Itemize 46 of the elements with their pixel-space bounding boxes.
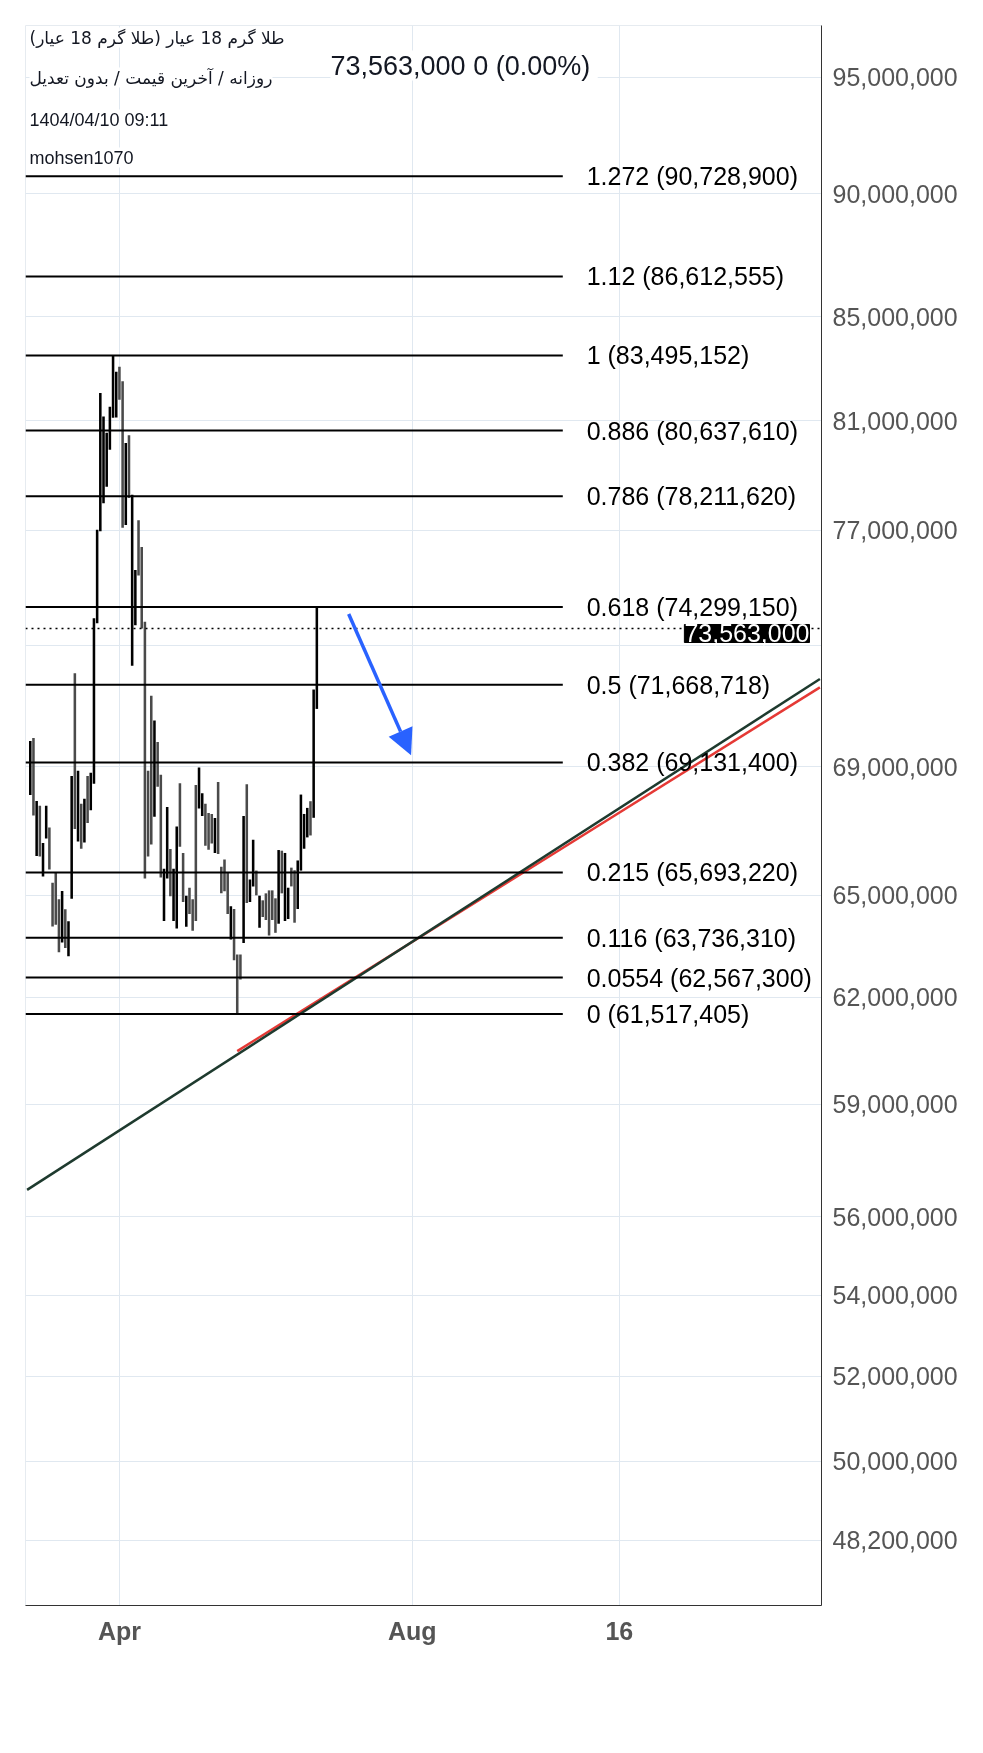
- text: روزانه / آخرین قیمت / بدون تعدیل: [29, 66, 273, 88]
- ref-line-label: 0.618 (74,299,150): [586, 593, 798, 622]
- x-tick-label: 16: [605, 1616, 634, 1645]
- y-tick-label: 59,000,000: [832, 1090, 958, 1119]
- bar: [83, 798, 86, 843]
- annotation: 73,563,000 0 (0.00%): [330, 50, 591, 81]
- ref-line-label: 1.272 (90,728,900): [586, 162, 798, 191]
- bar: [169, 849, 172, 897]
- y-tick-label: 85,000,000: [832, 302, 958, 331]
- ref-line-label: 0.886 (80,637,610): [586, 416, 798, 445]
- ref-line-label: 0.5 (71,668,718): [586, 670, 771, 699]
- y-tick-label: 65,000,000: [832, 881, 958, 910]
- bar: [255, 870, 258, 896]
- bar: [35, 800, 38, 856]
- annotation: 1404/04/10 09:11: [29, 109, 169, 130]
- chart-title: طلا گرم 18 عیار (طلا گرم 18 عیار): [29, 27, 285, 48]
- bar: [204, 803, 207, 846]
- ref-line-label: 0.116 (63,736,310): [586, 923, 797, 952]
- bar: [32, 738, 35, 816]
- annotation: mohsen1070: [29, 147, 134, 168]
- y-tick-label: 48,200,000: [832, 1526, 958, 1555]
- ref-line-label: 0.786 (78,211,620): [586, 482, 797, 511]
- ref-line-label: 0.215 (65,693,220): [586, 858, 798, 887]
- y-tick-label: 81,000,000: [832, 406, 958, 435]
- y-tick-label: 52,000,000: [832, 1362, 958, 1391]
- y-tick-label: 62,000,000: [832, 983, 958, 1012]
- ref-line-label: 0.0554 (62,567,300): [586, 963, 812, 992]
- bar: [48, 827, 51, 870]
- bar: [293, 870, 296, 923]
- x-tick-label: Aug: [388, 1616, 437, 1645]
- bar: [309, 801, 312, 836]
- y-tick-label: 77,000,000: [832, 516, 958, 545]
- y-tick-label: 56,000,000: [832, 1202, 958, 1231]
- ref-line-label: 1 (83,495,152): [586, 341, 750, 370]
- x-tick-label: Apr: [97, 1616, 142, 1645]
- bar: [64, 909, 67, 949]
- bar: [258, 895, 261, 928]
- bar: [86, 775, 89, 823]
- y-tick-label: 90,000,000: [832, 179, 958, 208]
- ref-line-label: 1.12 (86,612,555): [586, 262, 785, 291]
- y-tick-label: 50,000,000: [832, 1447, 958, 1476]
- y-tick-label: 69,000,000: [832, 752, 958, 781]
- y-tick-label: 54,000,000: [832, 1281, 958, 1310]
- ref-line-label: 0 (61,517,405): [586, 1000, 750, 1029]
- bar: [185, 895, 188, 927]
- y-tick-label: 95,000,000: [832, 63, 958, 92]
